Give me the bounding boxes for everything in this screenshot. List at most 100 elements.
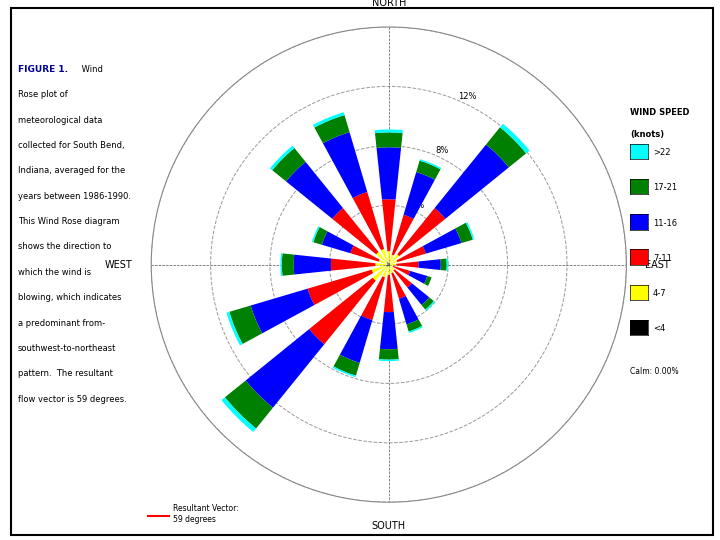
Bar [390, 266, 395, 271]
Bar [251, 289, 315, 333]
Bar [377, 147, 401, 200]
Bar [307, 269, 373, 305]
Bar [441, 259, 446, 271]
Bar [353, 192, 384, 250]
Text: WIND SPEED: WIND SPEED [630, 108, 690, 117]
Text: meteorological data: meteorological data [18, 116, 102, 125]
Bar [407, 320, 422, 332]
Text: flow vector is 59 degrees.: flow vector is 59 degrees. [18, 395, 127, 404]
Text: SOUTH: SOUTH [372, 521, 406, 531]
Bar [387, 251, 390, 263]
Bar [322, 231, 354, 253]
Bar [373, 266, 387, 281]
Bar [389, 264, 390, 265]
Text: 4-7: 4-7 [653, 289, 667, 298]
Bar [323, 132, 367, 198]
Bar [389, 264, 390, 265]
Bar [387, 262, 389, 265]
Bar [331, 259, 376, 271]
Text: 17-21: 17-21 [653, 184, 678, 192]
Bar [387, 264, 389, 265]
Bar [313, 112, 344, 127]
Bar [416, 161, 441, 180]
Bar [408, 271, 427, 284]
Bar [426, 301, 435, 310]
Bar [392, 215, 413, 255]
Bar [286, 162, 343, 219]
Bar [404, 172, 435, 219]
Bar [222, 397, 256, 432]
Bar [230, 306, 262, 344]
Bar [340, 315, 372, 363]
Bar [446, 259, 448, 271]
Bar [272, 148, 305, 181]
Bar [270, 146, 294, 170]
Text: This Wind Rose diagram: This Wind Rose diagram [18, 217, 120, 226]
Text: Wind: Wind [79, 65, 103, 74]
Text: pattern.  The resultant: pattern. The resultant [18, 369, 113, 379]
Bar [309, 278, 376, 344]
Bar [387, 266, 390, 275]
Bar [312, 226, 320, 242]
Text: FIGURE 1.: FIGURE 1. [18, 65, 68, 74]
Bar [397, 208, 446, 256]
Text: a predominant from-: a predominant from- [18, 319, 105, 328]
Bar [333, 355, 360, 376]
Bar [390, 260, 397, 264]
Bar [374, 130, 403, 133]
Text: collected for South Bend,: collected for South Bend, [18, 141, 125, 150]
Text: which the wind is: which the wind is [18, 268, 91, 277]
Text: shows the direction to: shows the direction to [18, 242, 112, 252]
Bar [381, 249, 388, 262]
Text: 11-16: 11-16 [653, 219, 678, 227]
Bar [294, 255, 331, 274]
Bar [386, 265, 389, 266]
Bar [361, 276, 385, 320]
Bar [315, 115, 350, 143]
Bar [384, 275, 394, 312]
Bar [423, 228, 462, 254]
Bar [455, 223, 473, 243]
Bar [389, 265, 390, 266]
Bar [424, 276, 431, 286]
Bar [390, 255, 394, 264]
Bar [379, 349, 399, 360]
Text: Resultant Vector:: Resultant Vector: [173, 504, 238, 513]
Bar [435, 145, 509, 219]
Text: NORTH: NORTH [372, 0, 406, 8]
Text: Calm: 0.00%: Calm: 0.00% [630, 367, 679, 376]
Text: blowing, which indicates: blowing, which indicates [18, 293, 122, 302]
Bar [225, 381, 273, 428]
Bar [375, 132, 402, 148]
Bar [396, 261, 418, 268]
Bar [282, 253, 294, 276]
Bar [379, 359, 399, 361]
Text: 7-11: 7-11 [653, 254, 672, 262]
Bar [392, 273, 406, 299]
Bar [397, 246, 426, 262]
Bar [399, 296, 418, 325]
Bar [486, 127, 526, 167]
Bar [382, 266, 388, 278]
Text: >22: >22 [653, 148, 670, 157]
Bar [280, 253, 282, 276]
Bar [375, 263, 387, 266]
Bar [500, 124, 530, 153]
Bar [466, 222, 474, 240]
Bar [390, 264, 396, 265]
Bar [372, 266, 386, 273]
Text: EAST: EAST [645, 260, 670, 269]
Bar [418, 259, 441, 270]
Bar [420, 159, 441, 170]
Bar [392, 266, 410, 275]
Bar [351, 246, 379, 262]
Bar [389, 265, 393, 267]
Text: (knots): (knots) [630, 130, 664, 139]
Bar [387, 262, 389, 265]
Bar [379, 260, 387, 264]
Text: years between 1986-1990.: years between 1986-1990. [18, 192, 131, 201]
Bar [421, 298, 434, 309]
Text: 59 degrees: 59 degrees [173, 515, 216, 524]
Text: <4: <4 [653, 324, 665, 333]
Bar [380, 312, 397, 349]
